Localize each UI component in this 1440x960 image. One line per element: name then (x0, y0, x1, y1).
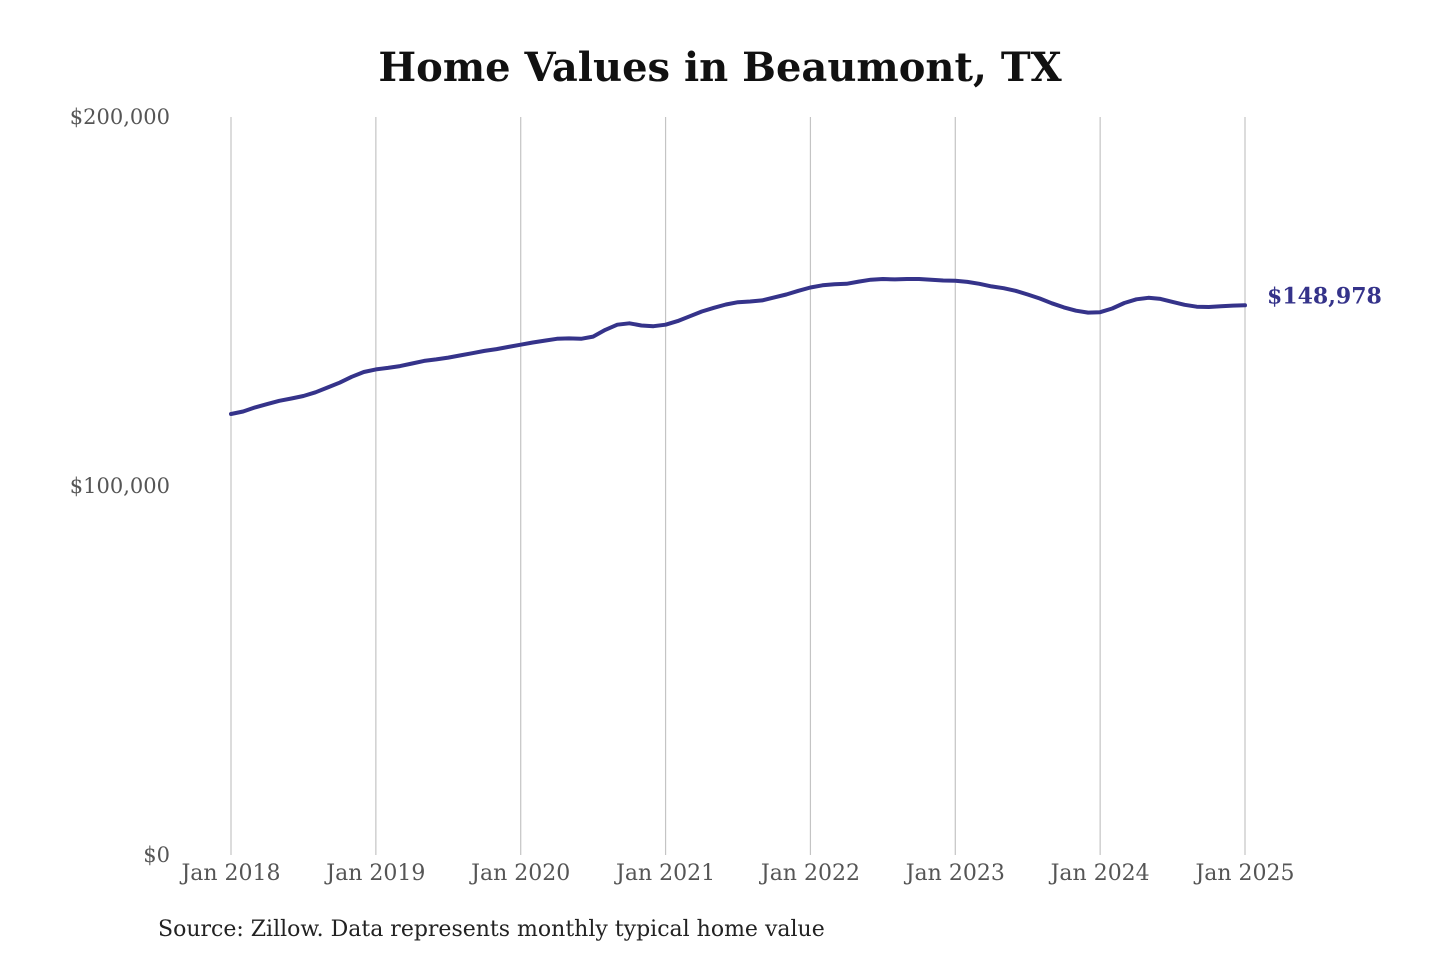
x-tick-label: Jan 2019 (324, 861, 425, 886)
x-tick-label: Jan 2022 (759, 861, 860, 886)
x-tick-label: Jan 2020 (469, 861, 570, 886)
x-tick-label: Jan 2023 (904, 861, 1005, 886)
series-line (229, 277, 1247, 416)
vertical-gridlines (230, 117, 1246, 855)
series-layer: $148,978 (229, 277, 1382, 416)
y-tick-label: $0 (143, 843, 170, 867)
y-tick-label: $200,000 (70, 105, 170, 129)
y-axis-tick-labels: $0 $100,000 $200,000 (70, 105, 170, 867)
x-tick-label: Jan 2018 (179, 861, 280, 886)
end-value-label: $148,978 (1267, 283, 1382, 309)
y-tick-label: $100,000 (70, 474, 170, 498)
x-tick-label: Jan 2025 (1193, 861, 1294, 886)
source-note: Source: Zillow. Data represents monthly … (158, 917, 825, 942)
x-axis-tick-labels: Jan 2018 Jan 2019 Jan 2020 Jan 2021 Jan 2022… (179, 861, 1294, 886)
chart-title: Home Values in Beaumont, TX (378, 44, 1062, 91)
x-tick-label: Jan 2024 (1049, 861, 1150, 886)
x-tick-label: Jan 2021 (614, 861, 715, 886)
